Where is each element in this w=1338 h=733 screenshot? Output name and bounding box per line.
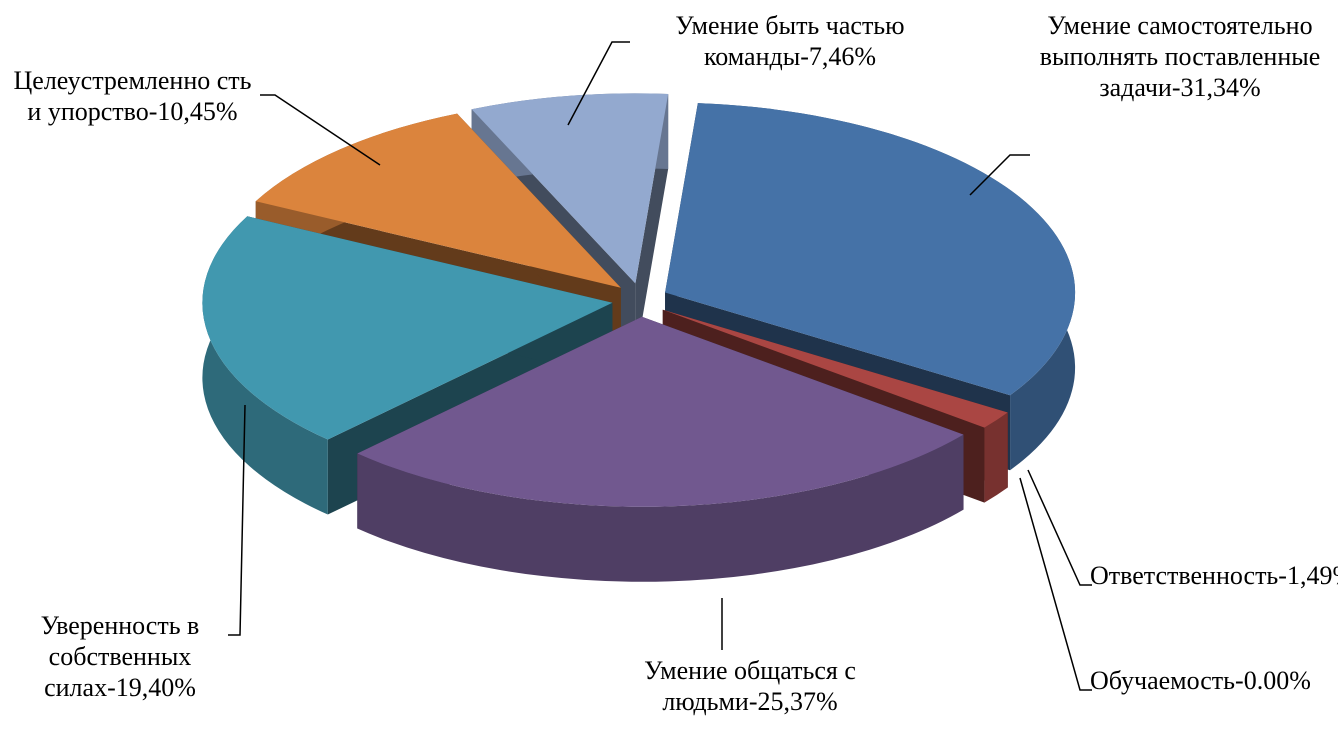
leader-line [228, 404, 246, 636]
data-label: Умение самостоятельно выполнять поставле… [1039, 11, 1321, 102]
leader-lines [228, 41, 1092, 691]
data-label: Уверенность в собственных силах-19,40% [40, 611, 200, 702]
slice-wall [357, 434, 964, 582]
data-label: Умение быть частью команды-7,46% [675, 11, 905, 71]
slice-wall [984, 412, 1008, 503]
data-label: Умение общаться с людьми-25,37% [644, 656, 856, 716]
slice [665, 103, 1076, 396]
leader-line [567, 41, 630, 126]
slice [471, 93, 669, 284]
data-label: Целеустремленно сть и упорство-10,45% [13, 66, 252, 126]
pie [202, 93, 1076, 582]
leader-line [260, 94, 381, 166]
slice [357, 316, 964, 507]
slice [662, 309, 1008, 428]
slice [202, 216, 613, 440]
leader-line [1027, 469, 1092, 586]
data-label: Ответственность-1,49% [1090, 561, 1338, 590]
leader-line [1019, 477, 1092, 691]
slice [255, 113, 621, 288]
leader-line [969, 154, 1030, 196]
data-label: Обучаемость-0.00% [1090, 666, 1311, 695]
